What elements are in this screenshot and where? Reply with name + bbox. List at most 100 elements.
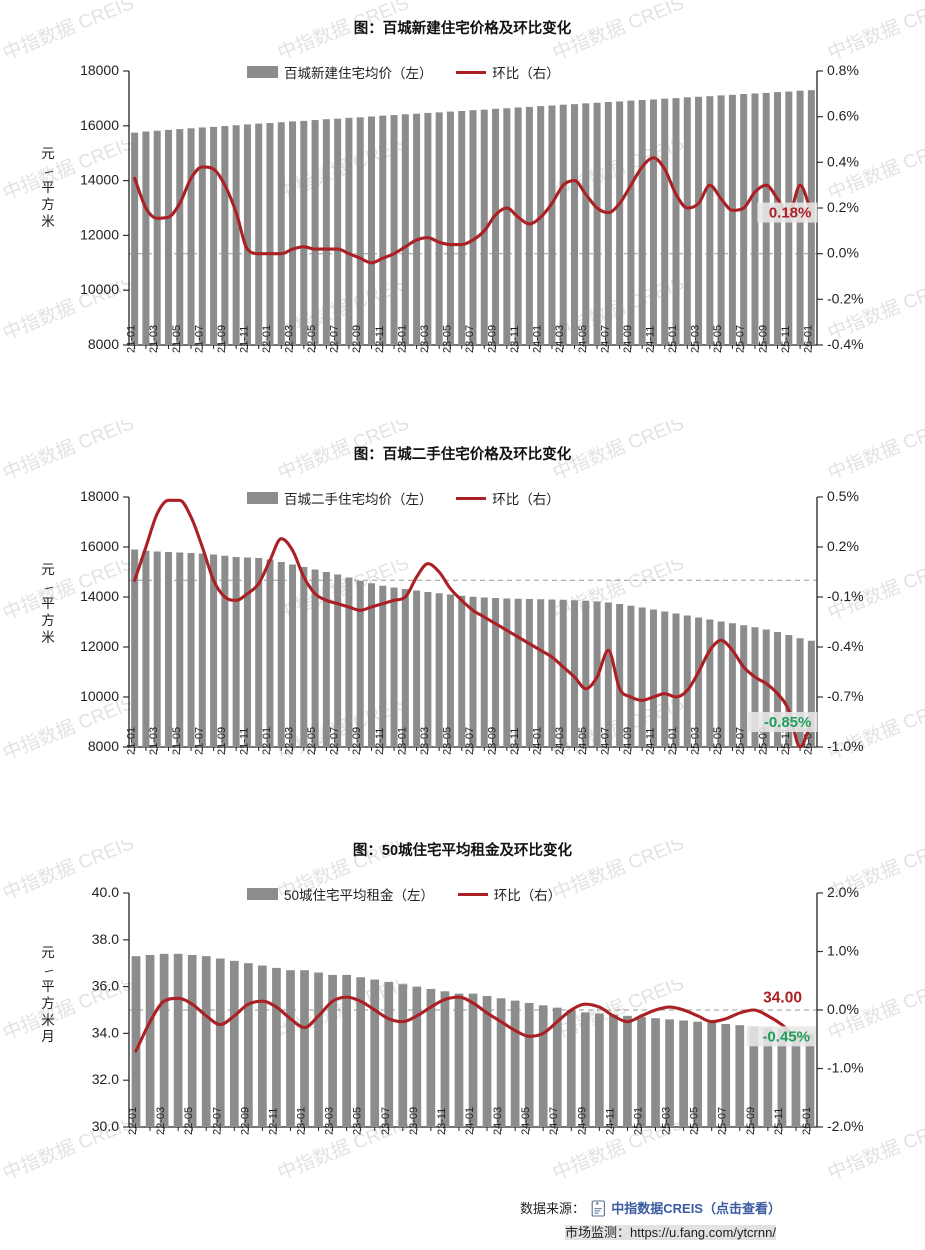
svg-text:25-07: 25-07 [735, 727, 747, 755]
svg-text:8000: 8000 [88, 336, 119, 352]
svg-text:25-07: 25-07 [717, 1107, 729, 1135]
svg-text:24-09: 24-09 [622, 325, 634, 353]
svg-text:23-09: 23-09 [487, 325, 499, 353]
svg-text:18000: 18000 [80, 488, 119, 504]
svg-text:0.5%: 0.5% [827, 488, 859, 504]
svg-text:0.4%: 0.4% [827, 153, 859, 169]
svg-text:21-11: 21-11 [238, 728, 250, 755]
svg-text:25-05: 25-05 [712, 325, 724, 353]
svg-text:21-07: 21-07 [193, 325, 205, 353]
svg-text:23-11: 23-11 [436, 1108, 448, 1135]
svg-text:0.8%: 0.8% [827, 62, 859, 78]
svg-text:25-05: 25-05 [712, 727, 724, 755]
svg-text:22-07: 22-07 [211, 1107, 223, 1135]
svg-text:24-05: 24-05 [520, 1107, 532, 1135]
svg-text:14000: 14000 [80, 588, 119, 604]
svg-text:25-11: 25-11 [780, 326, 792, 353]
svg-text:24-11: 24-11 [644, 326, 656, 353]
svg-text:23-05: 23-05 [352, 1107, 364, 1135]
svg-text:24-01: 24-01 [464, 1107, 476, 1135]
svg-text:22-11: 22-11 [374, 728, 386, 755]
svg-text:0.18%: 0.18% [769, 205, 812, 222]
svg-text:-1.0%: -1.0% [827, 738, 864, 754]
svg-text:24-05: 24-05 [577, 727, 589, 755]
svg-text:23-07: 23-07 [464, 325, 476, 353]
svg-text:21-07: 21-07 [193, 727, 205, 755]
svg-text:22-03: 22-03 [155, 1107, 167, 1135]
svg-text:21-09: 21-09 [216, 727, 228, 755]
svg-text:22-03: 22-03 [284, 727, 296, 755]
svg-text:23-11: 23-11 [509, 326, 521, 353]
svg-text:-0.4%: -0.4% [827, 336, 864, 352]
svg-text:21-03: 21-03 [148, 727, 160, 755]
svg-text:0.2%: 0.2% [827, 538, 859, 554]
svg-text:23-03: 23-03 [324, 1107, 336, 1135]
svg-text:21-01: 21-01 [126, 727, 138, 755]
svg-text:24-11: 24-11 [644, 728, 656, 755]
svg-text:0.6%: 0.6% [827, 108, 859, 124]
svg-text:22-05: 22-05 [183, 1107, 195, 1135]
svg-text:8000: 8000 [88, 738, 119, 754]
svg-text:22-09: 22-09 [239, 1107, 251, 1135]
svg-text:-0.45%: -0.45% [762, 1028, 810, 1045]
svg-text:24-03: 24-03 [554, 325, 566, 353]
svg-text:24-09: 24-09 [576, 1107, 588, 1135]
svg-text:24-07: 24-07 [599, 325, 611, 353]
svg-text:22-07: 22-07 [329, 727, 341, 755]
svg-text:23-09: 23-09 [408, 1107, 420, 1135]
svg-text:25-03: 25-03 [690, 325, 702, 353]
svg-text:-0.1%: -0.1% [827, 588, 864, 604]
svg-text:-0.85%: -0.85% [764, 714, 812, 731]
svg-text:0.2%: 0.2% [827, 199, 859, 215]
svg-text:22-11: 22-11 [267, 1108, 279, 1135]
svg-text:23-09: 23-09 [487, 727, 499, 755]
svg-text:14000: 14000 [80, 172, 119, 188]
svg-text:25-01: 25-01 [667, 727, 679, 755]
svg-text:22-11: 22-11 [374, 326, 386, 353]
svg-text:25-03: 25-03 [690, 727, 702, 755]
svg-text:-0.2%: -0.2% [827, 290, 864, 306]
svg-text:26-01: 26-01 [802, 325, 814, 353]
svg-text:22-09: 22-09 [351, 325, 363, 353]
svg-text:25-05: 25-05 [689, 1107, 701, 1135]
svg-text:21-09: 21-09 [216, 325, 228, 353]
svg-text:22-09: 22-09 [351, 727, 363, 755]
svg-text:25-09: 25-09 [757, 325, 769, 353]
svg-text:-0.7%: -0.7% [827, 688, 864, 704]
svg-text:24-05: 24-05 [577, 325, 589, 353]
svg-text:23-01: 23-01 [396, 727, 408, 755]
svg-text:12000: 12000 [80, 638, 119, 654]
svg-text:18000: 18000 [80, 62, 119, 78]
svg-text:-1.0%: -1.0% [827, 1060, 864, 1076]
svg-text:36.0: 36.0 [92, 978, 119, 994]
svg-text:25-01: 25-01 [632, 1107, 644, 1135]
svg-text:26-01: 26-01 [801, 1107, 813, 1135]
svg-text:24-01: 24-01 [532, 727, 544, 755]
svg-text:34.00: 34.00 [763, 989, 802, 1006]
svg-text:23-07: 23-07 [464, 727, 476, 755]
svg-text:22-07: 22-07 [329, 325, 341, 353]
svg-text:24-01: 24-01 [532, 325, 544, 353]
svg-text:21-11: 21-11 [238, 326, 250, 353]
svg-text:16000: 16000 [80, 117, 119, 133]
svg-text:24-07: 24-07 [548, 1107, 560, 1135]
svg-text:16000: 16000 [80, 538, 119, 554]
svg-text:34.0: 34.0 [92, 1024, 119, 1040]
svg-text:0.0%: 0.0% [827, 245, 859, 261]
svg-text:22-01: 22-01 [261, 727, 273, 755]
svg-text:23-03: 23-03 [419, 727, 431, 755]
svg-text:21-05: 21-05 [171, 727, 183, 755]
svg-text:32.0: 32.0 [92, 1071, 119, 1087]
svg-text:23-01: 23-01 [296, 1107, 308, 1135]
svg-text:10000: 10000 [80, 688, 119, 704]
svg-text:22-05: 22-05 [306, 727, 318, 755]
svg-text:1.0%: 1.0% [827, 943, 859, 959]
svg-text:10000: 10000 [80, 281, 119, 297]
svg-text:22-01: 22-01 [261, 325, 273, 353]
svg-text:24-03: 24-03 [492, 1107, 504, 1135]
svg-text:-0.4%: -0.4% [827, 638, 864, 654]
svg-text:25-09: 25-09 [745, 1107, 757, 1135]
svg-text:0.0%: 0.0% [827, 1001, 859, 1017]
svg-text:25-03: 25-03 [661, 1107, 673, 1135]
svg-text:23-03: 23-03 [419, 325, 431, 353]
